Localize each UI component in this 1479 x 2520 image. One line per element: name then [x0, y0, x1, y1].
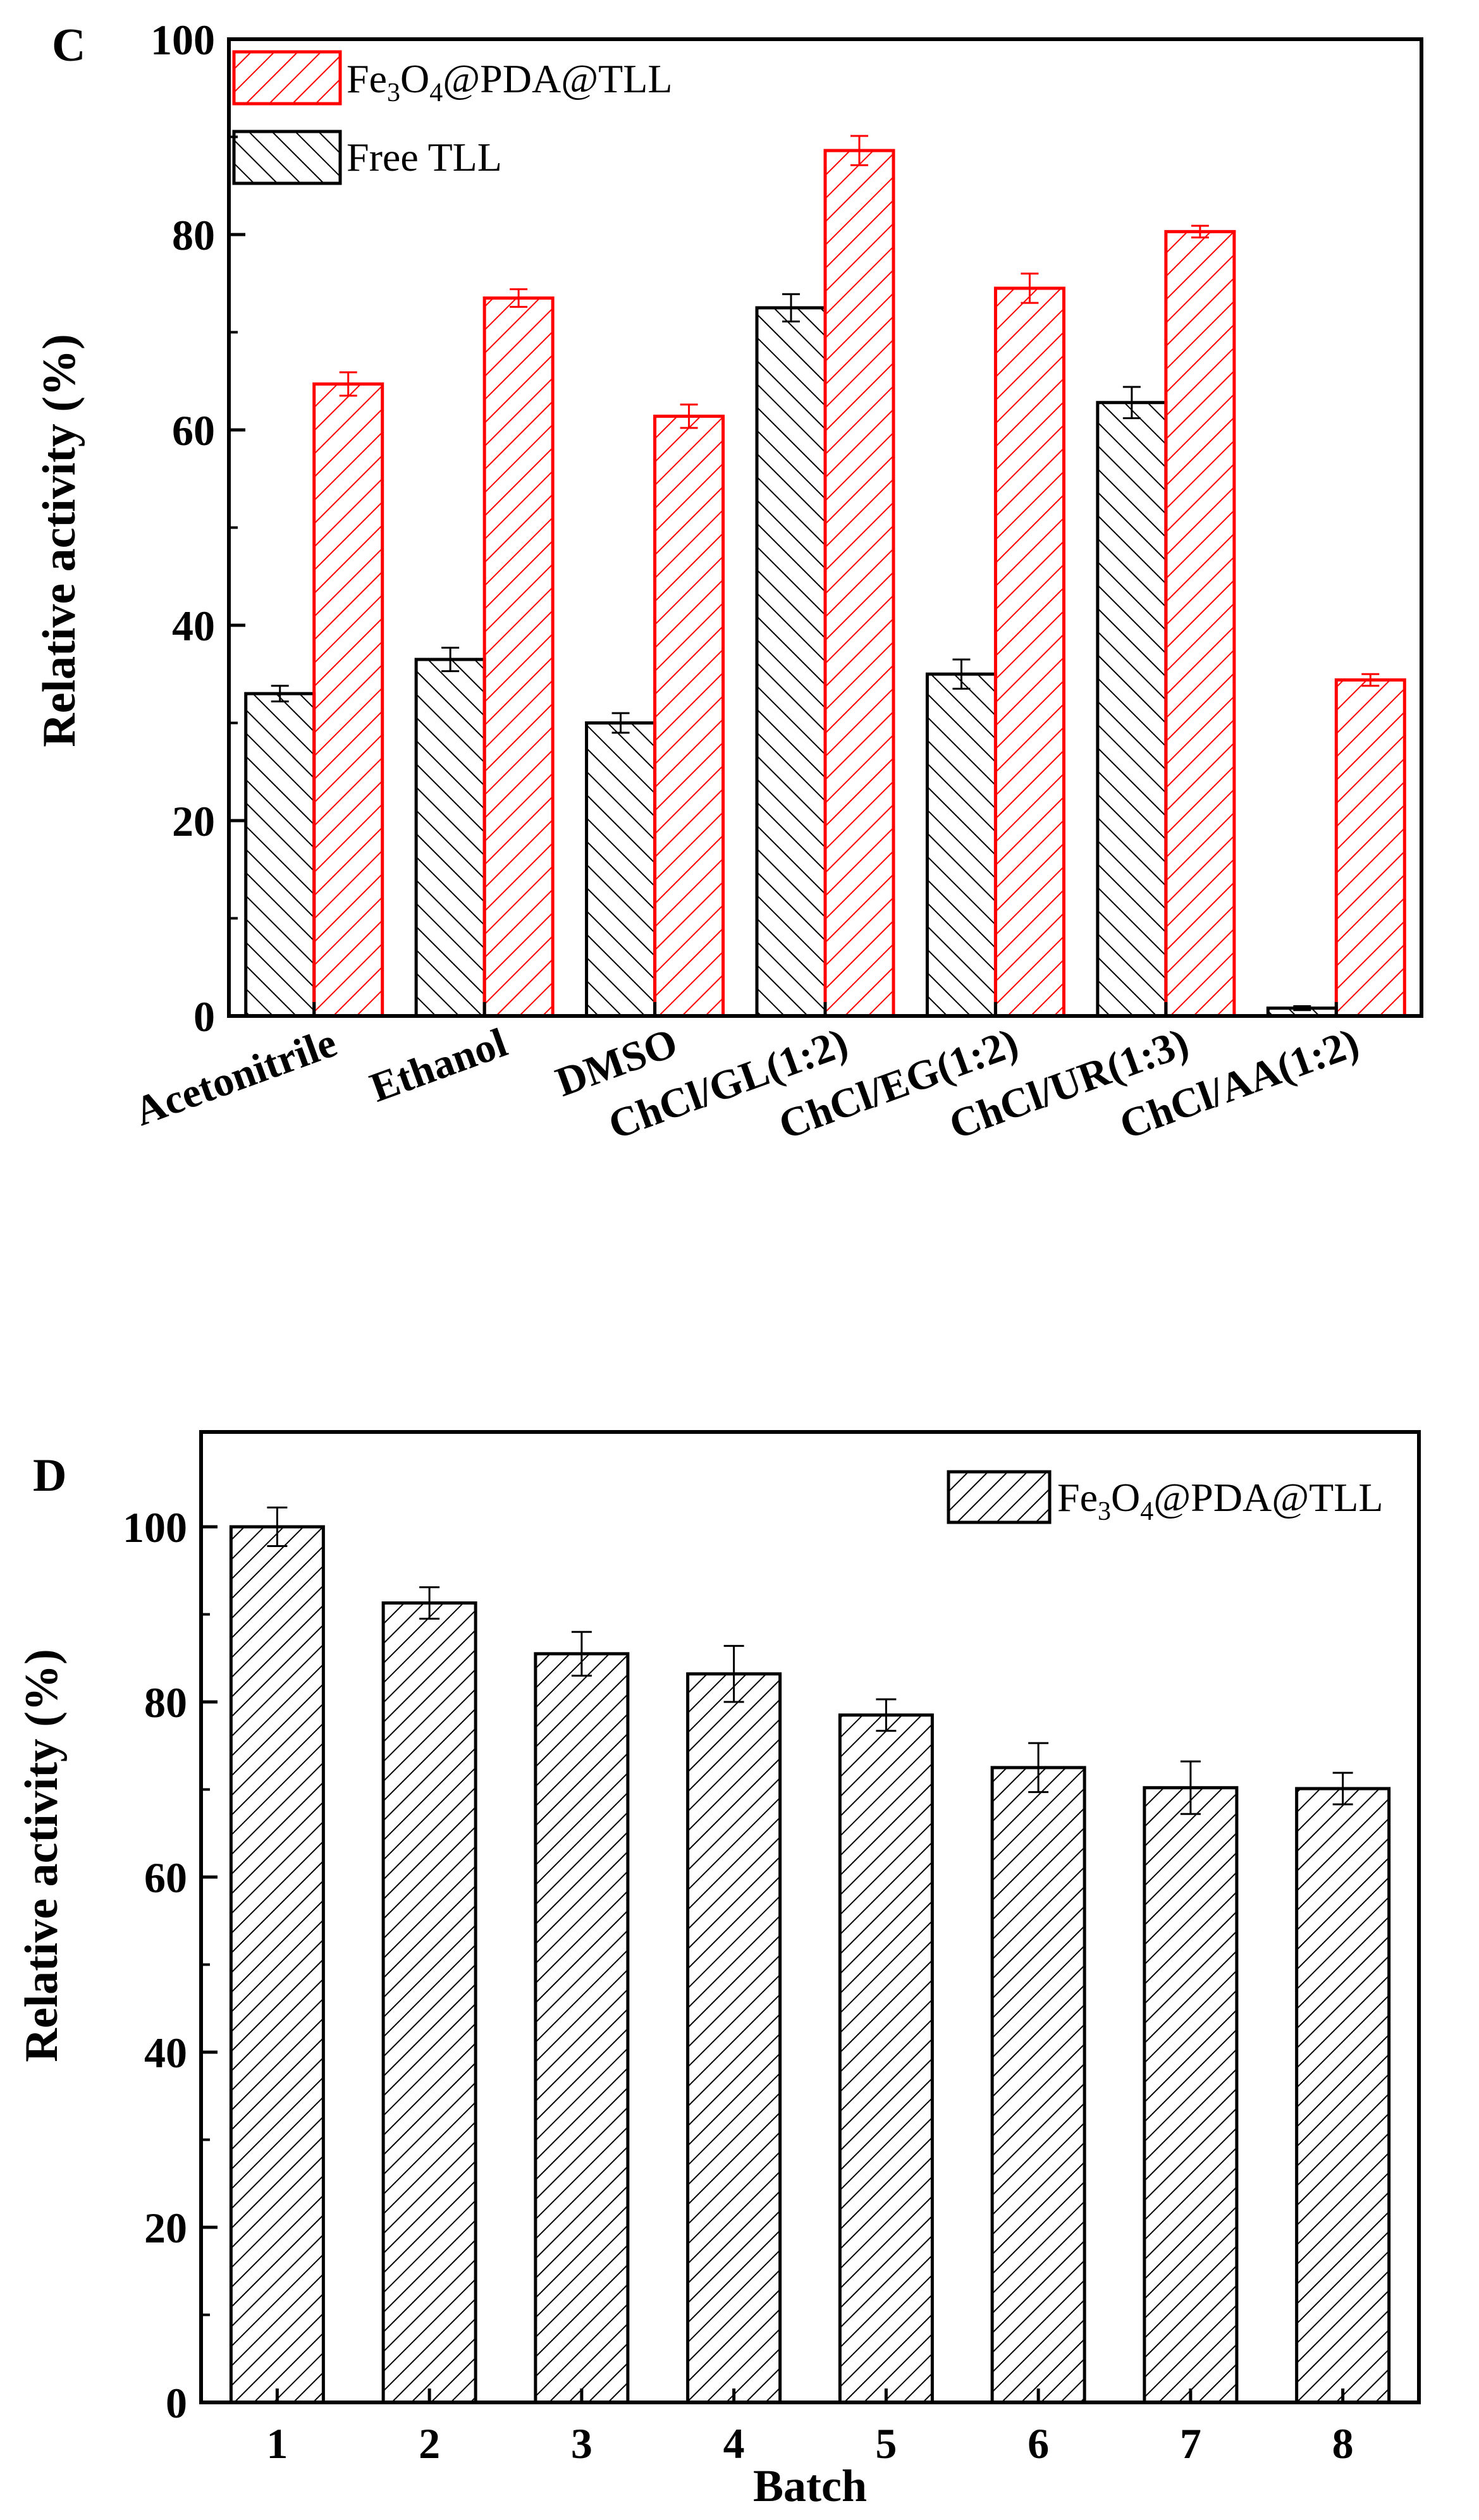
legend-swatch-free [232, 130, 342, 185]
bar-free-tll [1096, 401, 1168, 1018]
bars-d [229, 1525, 1391, 2404]
y-tick-label-c: 0 [193, 993, 215, 1041]
bar-free-tll [244, 692, 316, 1018]
category-label-d: 8 [1332, 2419, 1354, 2468]
error-bars-c [271, 135, 1380, 1012]
category-label-d: 7 [1180, 2419, 1201, 2468]
y-axis-c: 0 20 40 60 80 100 [150, 16, 245, 1041]
y-tick-label-d: 80 [144, 1679, 187, 1727]
y-axis-label-c: Relative activity (%) [34, 334, 85, 747]
y-tick-label-c: 60 [172, 407, 215, 455]
legend-swatch-immobilized [232, 50, 342, 106]
category-label-d: 5 [875, 2419, 897, 2468]
legend-swatch-d [947, 1470, 1052, 1524]
chart-panel-d: D Relative activity (%) 0 20 40 60 80 100 1 2 3… [16, 1430, 1421, 2511]
category-label-d: 1 [266, 2419, 288, 2468]
bar-batch [1143, 1786, 1239, 2404]
error-bars-d [267, 1507, 1353, 1815]
plot-frame-d [199, 1430, 1421, 2404]
category-labels-d: 1 2 3 4 5 6 7 8 [266, 2419, 1353, 2468]
bar-batch [534, 1652, 630, 2404]
legend-d: Fe3O4@PDA@TLL [947, 1470, 1383, 1526]
y-tick-label-c: 40 [172, 602, 215, 650]
category-label-c: Acetonitrile [128, 1019, 342, 1135]
y-tick-label-d: 0 [166, 2379, 187, 2427]
y-tick-label-d: 20 [144, 2204, 187, 2252]
chart-panel-c: C Relative activity (%) 0 20 40 60 80 100 Ace… [34, 16, 1423, 1149]
bar-immobilized [993, 286, 1065, 1018]
bar-immobilized [1334, 678, 1406, 1018]
bar-immobilized [1164, 229, 1236, 1018]
legend-label-immobilized: Fe3O4@PDA@TLL [347, 56, 672, 107]
plot-frame-c [227, 37, 1423, 1018]
legend-c: Fe3O4@PDA@TLL Free TLL [232, 50, 672, 185]
legend-label-d: Fe3O4@PDA@TLL [1057, 1475, 1383, 1526]
bar-immobilized [653, 414, 725, 1018]
bar-free-tll [925, 672, 997, 1018]
bar-immobilized [482, 296, 555, 1018]
y-tick-label-c: 100 [150, 16, 215, 64]
bar-batch [686, 1672, 782, 2404]
category-label-d: 4 [723, 2419, 745, 2468]
y-tick-label-d: 100 [123, 1503, 187, 1551]
y-tick-label-d: 40 [144, 2029, 187, 2077]
bar-batch [1295, 1787, 1391, 2404]
bar-batch [381, 1601, 477, 2404]
category-label-c: Ethanol [364, 1019, 513, 1111]
bar-immobilized [312, 382, 384, 1018]
y-tick-label-c: 20 [172, 797, 215, 845]
y-tick-label-d: 60 [144, 1854, 187, 1902]
category-label-d: 3 [571, 2419, 592, 2468]
y-tick-label-c: 80 [172, 211, 215, 259]
category-labels-c: Acetonitrile Ethanol DMSOChCl/GL(1:2)ChCl/… [128, 1019, 1365, 1148]
bar-free-tll [585, 721, 657, 1018]
bar-batch [990, 1766, 1086, 2404]
y-axis-d: 0 20 40 60 80 100 [123, 1503, 218, 2427]
category-label-d: 2 [419, 2419, 440, 2468]
bar-batch [838, 1713, 934, 2404]
panel-label-d: D [33, 1450, 66, 1502]
bars-c [244, 149, 1406, 1018]
legend-label-free: Free TLL [347, 135, 502, 180]
panel-label-c: C [52, 20, 85, 71]
bar-free-tll [414, 658, 486, 1018]
x-axis-label-d: Batch [753, 2461, 867, 2511]
category-label-d: 6 [1028, 2419, 1049, 2468]
bar-free-tll [755, 306, 827, 1018]
bar-batch [229, 1525, 325, 2404]
bar-immobilized [823, 149, 895, 1018]
y-axis-label-d: Relative activity (%) [16, 1649, 68, 2062]
